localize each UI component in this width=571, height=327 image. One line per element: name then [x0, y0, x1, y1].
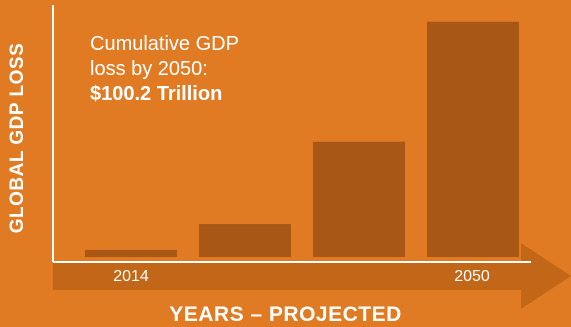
bar-3 — [313, 141, 405, 257]
bar-2 — [199, 224, 291, 257]
bar-4 — [427, 21, 519, 258]
annotation-highlight: $100.2 Trillion — [90, 83, 223, 105]
annotation-line-1: Cumulative GDP — [90, 33, 239, 55]
chart-annotation: Cumulative GDP loss by 2050: $100.2 Tril… — [90, 32, 239, 107]
annotation-line-2: loss by 2050: — [90, 58, 208, 80]
y-axis-label: GLOBAL GDP LOSS — [7, 42, 28, 234]
timeline-arrow — [53, 243, 571, 309]
x-tick-label: 2014 — [113, 268, 149, 285]
bars-group — [85, 21, 519, 258]
x-tick-label: 2050 — [454, 268, 490, 285]
x-axis-label: YEARS – PROJECTED — [169, 303, 402, 326]
bar-1 — [85, 249, 177, 257]
